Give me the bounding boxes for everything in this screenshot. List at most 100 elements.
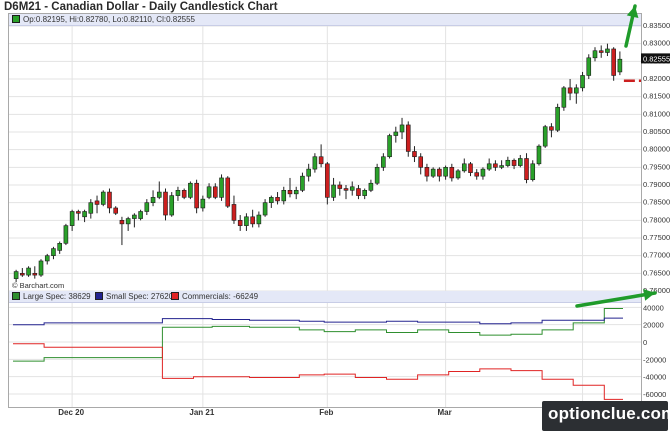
candle-body bbox=[449, 167, 455, 179]
candle bbox=[281, 186, 287, 205]
price-tick-label: 0.80000 bbox=[643, 145, 670, 154]
candle-body bbox=[38, 260, 44, 276]
candle-body bbox=[69, 211, 75, 226]
candle bbox=[107, 188, 112, 214]
candle-body bbox=[412, 151, 417, 158]
small-spec-swatch-icon bbox=[95, 292, 103, 300]
last-price-tag bbox=[641, 53, 670, 64]
candle bbox=[331, 177, 336, 201]
candle bbox=[32, 266, 38, 279]
cot-tick-label: 0 bbox=[643, 338, 647, 347]
candle bbox=[200, 195, 206, 212]
candle-body bbox=[144, 202, 150, 212]
candle-body bbox=[119, 220, 125, 225]
candle-body bbox=[113, 207, 118, 214]
candle bbox=[542, 124, 548, 148]
large-spec-line bbox=[13, 308, 623, 362]
candle bbox=[437, 167, 442, 182]
candle bbox=[20, 268, 25, 277]
last-price-label: 0.82555 bbox=[643, 54, 670, 63]
candle-body bbox=[100, 191, 106, 205]
candle-body bbox=[605, 48, 610, 53]
candle bbox=[381, 153, 386, 171]
candle-body bbox=[493, 163, 498, 168]
small-spec-line bbox=[13, 317, 623, 326]
candle bbox=[325, 162, 330, 205]
candle-body bbox=[461, 163, 467, 172]
x-tick-label: Feb bbox=[319, 408, 333, 417]
cot-legend-bar: Large Spec: 38629 Small Spec: 27620 Comm… bbox=[9, 291, 641, 303]
candle bbox=[150, 190, 156, 207]
price-chart-panel[interactable]: Op:0.82195, Hi:0.82780, Lo:0.82110, Cl:0… bbox=[8, 13, 642, 293]
candle-body bbox=[455, 170, 461, 179]
candle-body bbox=[561, 87, 567, 108]
candle-body bbox=[511, 159, 517, 166]
candle bbox=[206, 183, 212, 200]
candle-body bbox=[418, 156, 423, 168]
legend-large-spec: Large Spec: 38629 bbox=[12, 291, 91, 302]
candle bbox=[530, 160, 536, 182]
candle-body bbox=[76, 211, 81, 214]
candle bbox=[468, 162, 473, 177]
price-tick-label: 0.83500 bbox=[643, 21, 670, 30]
candle-body bbox=[443, 167, 448, 177]
candle-body bbox=[586, 57, 592, 76]
candle-body bbox=[213, 186, 218, 198]
candle bbox=[567, 79, 573, 101]
cot-tick-label: -40000 bbox=[643, 373, 666, 382]
large-spec-swatch-icon bbox=[12, 292, 20, 300]
candle-body bbox=[387, 135, 392, 158]
candle bbox=[586, 54, 592, 79]
x-tick-label: Jan 21 bbox=[189, 408, 214, 417]
cot-panel[interactable]: Large Spec: 38629 Small Spec: 27620 Comm… bbox=[8, 291, 642, 408]
candle bbox=[262, 199, 268, 217]
candle-body bbox=[269, 197, 274, 203]
candle bbox=[88, 199, 94, 219]
candle bbox=[44, 253, 50, 265]
price-tick-label: 0.76000 bbox=[643, 286, 670, 295]
candle-body bbox=[567, 87, 573, 94]
candle-body bbox=[262, 202, 268, 216]
candle bbox=[194, 179, 199, 214]
candle-body bbox=[163, 191, 168, 216]
candle-body bbox=[549, 126, 554, 131]
candle-body bbox=[437, 168, 442, 177]
candle-body bbox=[181, 190, 187, 198]
candle bbox=[138, 209, 143, 221]
candle bbox=[561, 86, 567, 111]
candle bbox=[486, 158, 492, 171]
price-tick-label: 0.81500 bbox=[643, 92, 670, 101]
candle-body bbox=[256, 214, 262, 225]
candle-body bbox=[325, 163, 330, 198]
candle bbox=[430, 167, 436, 178]
price-tick-label: 0.80500 bbox=[643, 127, 670, 136]
candle bbox=[449, 163, 455, 182]
x-tick-label: Dec 20 bbox=[58, 408, 84, 417]
candle bbox=[611, 47, 616, 81]
candle bbox=[300, 172, 305, 193]
x-tick-label: Mar bbox=[437, 408, 451, 417]
cot-chart[interactable] bbox=[9, 291, 641, 407]
candle-body bbox=[244, 216, 249, 226]
candle bbox=[536, 144, 542, 166]
candle bbox=[399, 117, 405, 140]
candle-body bbox=[194, 182, 199, 209]
candle-body bbox=[505, 159, 511, 166]
candle-body bbox=[219, 177, 224, 198]
candle-body bbox=[424, 167, 430, 177]
candle bbox=[418, 153, 423, 175]
ohlc-readout: Op:0.82195, Hi:0.82780, Lo:0.82110, Cl:0… bbox=[23, 15, 195, 24]
price-tick-label: 0.82500 bbox=[643, 56, 670, 65]
candle-body bbox=[287, 190, 293, 195]
price-tick-label: 0.79000 bbox=[643, 180, 670, 189]
candle bbox=[374, 163, 380, 185]
legend-small-spec: Small Spec: 27620 bbox=[95, 291, 173, 302]
candle bbox=[474, 169, 480, 180]
candle-body bbox=[374, 167, 380, 184]
candle bbox=[100, 190, 106, 207]
candle bbox=[293, 186, 299, 200]
candle-body bbox=[20, 273, 25, 276]
candle bbox=[592, 47, 598, 62]
price-chart[interactable] bbox=[9, 14, 641, 292]
candle bbox=[287, 177, 293, 198]
